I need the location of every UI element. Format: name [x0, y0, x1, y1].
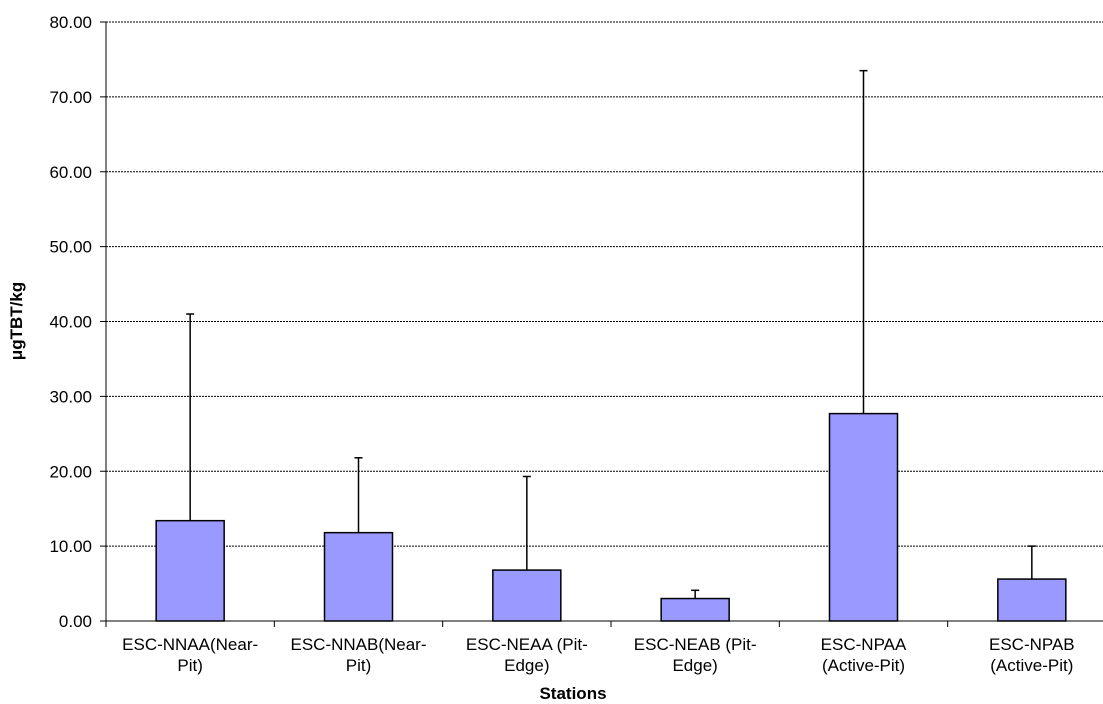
- bars: [155, 69, 1067, 622]
- gridlines: [106, 21, 1103, 547]
- y-axis-title: μgTBT/kg: [7, 282, 26, 360]
- y-tick-label: 70.00: [49, 88, 92, 107]
- x-tick-label: ESC-NNAB(Near-Pit): [290, 635, 426, 675]
- y-tick-label: 60.00: [49, 163, 92, 182]
- y-tick-label: 80.00: [49, 13, 92, 32]
- bar: [323, 531, 394, 622]
- x-tick-labels: ESC-NNAA(Near-Pit) ESC-NNAB(Near-Pit) ESC-…: [122, 635, 1075, 675]
- y-tick-labels: 0.00 10.00 20.00 30.00 40.00 50.00 60.00 70.00 8…: [49, 13, 92, 631]
- y-tick-label: 0.00: [59, 612, 92, 631]
- bar: [155, 519, 225, 622]
- y-tick-label: 30.00: [49, 387, 92, 406]
- y-tick-label: 20.00: [49, 462, 92, 481]
- axes: [100, 21, 1103, 627]
- x-tick-label: ESC-NNAA(Near-Pit): [122, 635, 258, 675]
- x-tick-label: ESC-NPAA (Active-Pit): [821, 635, 907, 675]
- y-tick-label: 50.00: [49, 238, 92, 257]
- x-tick-label: ESC-NEAB (Pit-Edge): [634, 635, 757, 675]
- bar: [492, 569, 562, 622]
- y-tick-label: 10.00: [49, 537, 92, 556]
- bar: [997, 578, 1067, 622]
- y-tick-label: 40.00: [49, 313, 92, 332]
- x-tick-label: ESC-NEAA (Pit-Edge): [466, 635, 588, 675]
- x-axis-title: Stations: [539, 684, 606, 703]
- bar: [828, 412, 899, 622]
- x-tick-label: ESC-NPAB (Active-Pit): [989, 635, 1075, 675]
- bar: [660, 597, 730, 622]
